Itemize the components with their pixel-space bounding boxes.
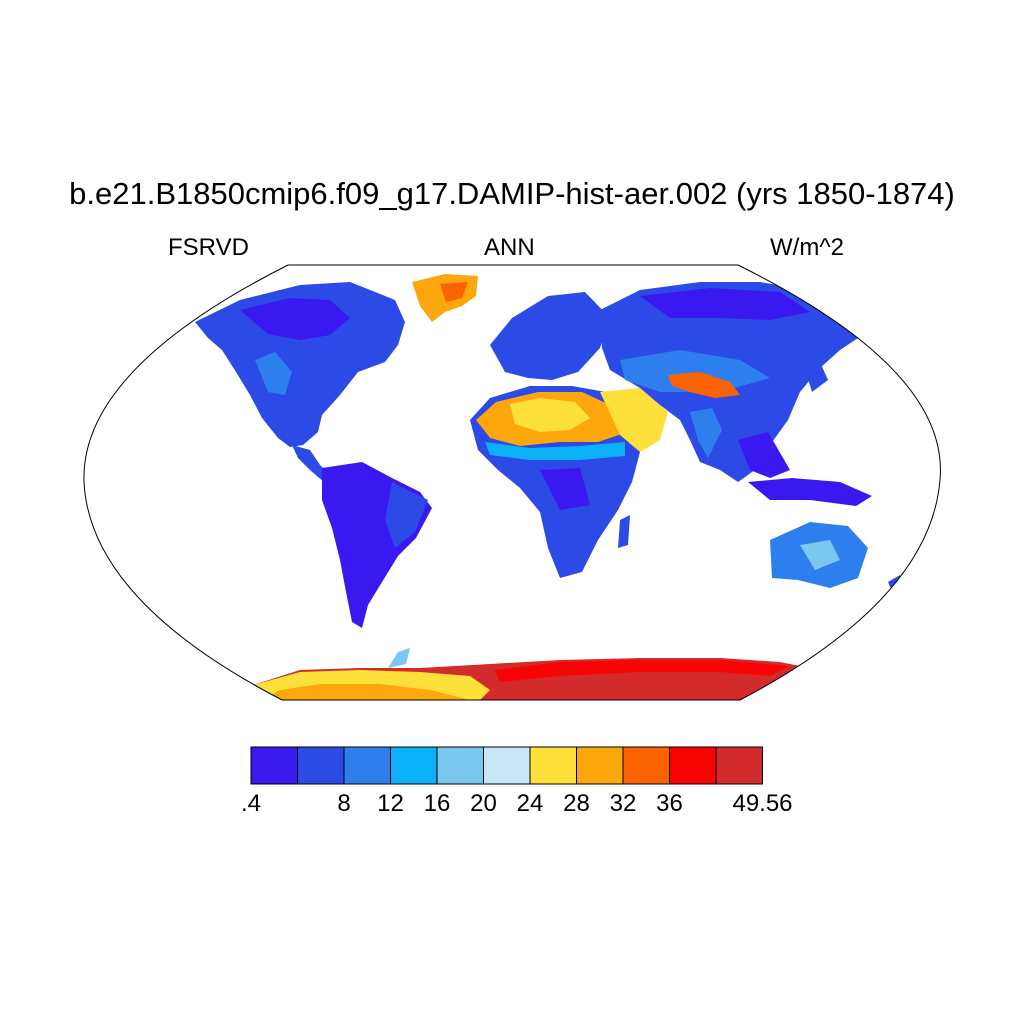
colorbar-label: 8 [337,790,351,817]
antarctica-west-orange [262,684,470,700]
india [690,408,722,458]
colorbar-swatch-9 [622,746,670,785]
tibetan-plateau [668,372,740,398]
north-america [195,282,405,447]
season-label: ANN [484,234,535,261]
colorbar-label: 49.56 [732,790,793,817]
colorbar-swatch-6 [483,746,531,785]
colorbar-swatch-4 [390,746,438,785]
colorbar-swatch-11 [715,746,763,785]
siberia-dark [640,288,810,320]
colorbar-label: 12 [377,790,404,817]
plot-title: b.e21.B1850cmip6.f09_g17.DAMIP-hist-aer.… [69,176,955,211]
colorbar-swatch-3 [343,746,391,785]
north-america-west-patch [255,352,292,395]
colorbar-label: 20 [470,790,497,817]
colorbar-swatch-5 [436,746,484,785]
indonesia [748,478,872,506]
colorbar-swatch-7 [529,746,577,785]
arabian-peninsula [600,388,668,452]
colorbar-swatch-1 [250,746,298,785]
central-asia [620,350,770,392]
congo [540,468,590,510]
variable-label: FSRVD [168,234,249,261]
antarctica-peninsula [388,648,410,668]
sahara-hot [510,398,590,432]
sahel [485,442,625,460]
colorbar-label: 24 [516,790,544,817]
japan [806,362,828,392]
southeast-asia [738,432,790,478]
colorbar-swatch-8 [576,746,624,785]
north-america-dark-patch [240,298,350,340]
south-america-east [385,482,428,548]
antarctica-red-edge [495,660,790,682]
colorbar-label: 36 [656,790,683,817]
colorbar-swatch-10 [669,746,717,785]
australia-interior [800,540,840,570]
map-land-layer [195,274,906,700]
map-boundary [83,264,941,701]
colorbar-label: 32 [609,790,637,817]
europe [490,292,610,380]
colorbar-label: 16 [423,790,451,817]
colorbar-swatch-2 [297,746,345,785]
colorbar-label: .4 [240,790,262,817]
colorbar-label: 28 [563,790,590,817]
madagascar [618,515,630,548]
units-label: W/m^2 [770,234,844,261]
greenland-core [440,282,468,302]
